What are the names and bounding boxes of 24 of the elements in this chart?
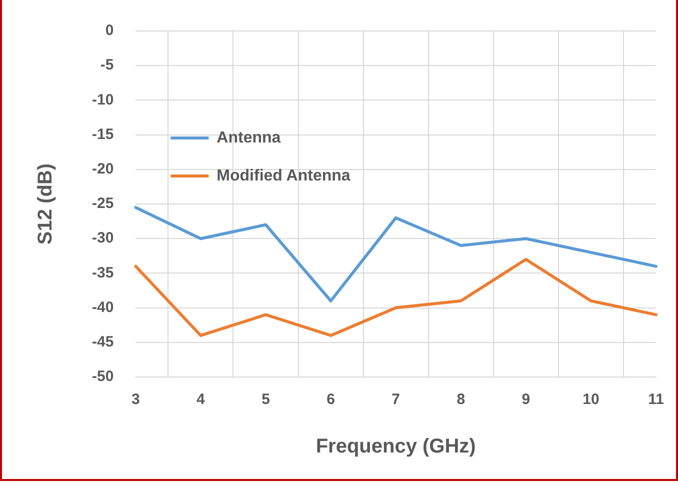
y-tick-label: -20 [92,160,114,178]
x-tick-label: 4 [196,391,206,408]
x-tick-label: 11 [648,391,664,408]
x-tick-label: 8 [456,391,466,408]
y-tick-label: -5 [100,56,114,74]
x-tick-label: 9 [522,391,530,408]
y-tick-label: -40 [92,298,114,316]
y-tick-label: -10 [92,91,114,108]
x-tick-label: 6 [326,391,335,408]
y-tick-label: -45 [92,334,114,351]
y-tick-label: -30 [92,230,114,247]
y-axis-title: S12 (dB) [34,163,57,245]
x-tick-label: 7 [392,391,400,408]
legend-label: Antenna [216,129,281,146]
x-axis-title: Frequency (GHz) [316,436,476,458]
x-tick-label: 3 [132,391,140,408]
y-tick-label: -50 [92,368,114,386]
legend-label: Modified Antenna [216,167,350,184]
y-tick-label: -15 [92,126,114,143]
x-tick-label: 10 [582,391,600,408]
y-tick-label: 0 [105,22,114,40]
y-tick-label: -35 [92,264,114,282]
y-tick-label: -25 [92,195,114,212]
x-tick-label: 5 [262,391,270,408]
